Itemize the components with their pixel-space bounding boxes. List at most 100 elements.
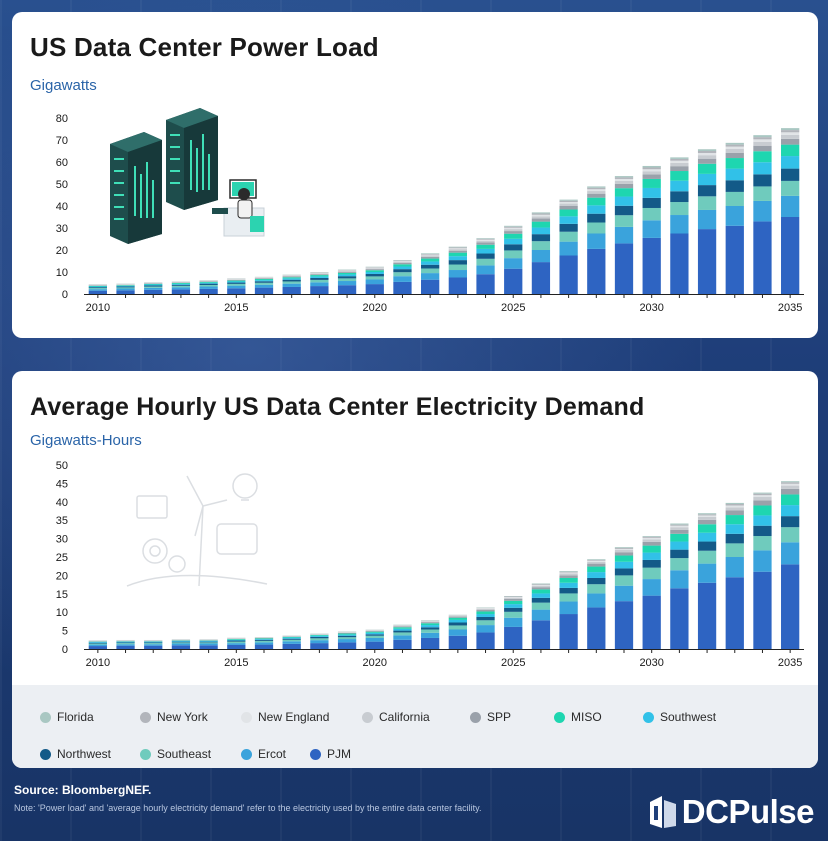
bar-segment-southwest-2010	[88, 286, 107, 288]
bar-segment-northwest-2014	[199, 641, 218, 643]
y-tick-label: 25	[56, 552, 68, 564]
bar-segment-new-york-2033	[725, 144, 744, 147]
bar-segment-northwest-2028	[587, 577, 606, 585]
bar-segment-new-york-2031	[670, 524, 689, 526]
bar-segment-spp-2019	[337, 271, 357, 273]
bar-segment-florida-2029	[614, 547, 634, 548]
bar-segment-southwest-2035	[781, 505, 800, 517]
bar-segment-northwest-2028	[587, 213, 606, 223]
bar-segment-new-york-2034	[753, 137, 772, 140]
bar-segment-california-2027	[559, 203, 578, 206]
bar-segment-southwest-2018	[310, 635, 329, 637]
bar-segment-spp-2019	[337, 632, 357, 634]
bar-segment-spp-2023	[448, 250, 467, 253]
power-load-card: US Data Center Power Load Gigawatts	[12, 12, 818, 338]
bar-segment-california-2031	[670, 527, 689, 530]
bar-segment-miso-2022	[421, 623, 440, 626]
bar-segment-southeast-2019	[337, 637, 357, 640]
bar-segment-florida-2035	[781, 128, 800, 131]
bar-segment-miso-2024	[476, 611, 495, 615]
bar-segment-miso-2016	[254, 638, 274, 640]
bar-segment-ercot-2018	[310, 282, 329, 287]
x-tick-label: 2030	[639, 302, 663, 314]
bar-segment-miso-2019	[337, 272, 357, 275]
bar-segment-new-york-2027	[559, 571, 578, 573]
bar-segment-southeast-2024	[476, 258, 495, 266]
bar-segment-miso-2029	[614, 555, 634, 562]
bar-segment-spp-2032	[697, 519, 717, 525]
bar-segment-northwest-2011	[116, 642, 135, 644]
bar-segment-new-york-2031	[670, 158, 689, 161]
bar-segment-pjm-2025	[504, 626, 523, 649]
bar-segment-miso-2018	[310, 635, 329, 636]
bar-segment-southeast-2031	[670, 558, 689, 571]
bar-segment-california-2029	[614, 180, 634, 184]
bar-segment-southeast-2027	[559, 593, 578, 602]
bar-segment-pjm-2028	[587, 607, 606, 649]
bar-segment-new-york-2030	[642, 167, 661, 170]
bar-segment-southeast-2010	[88, 643, 107, 645]
bar-segment-pjm-2011	[116, 290, 135, 294]
bar-segment-florida-2026	[531, 583, 551, 585]
bar-segment-california-2034	[753, 141, 772, 146]
bar-segment-northwest-2019	[337, 276, 357, 279]
bar-segment-spp-2021	[393, 626, 412, 628]
bar-segment-spp-2028	[587, 193, 606, 198]
bar-segment-miso-2028	[587, 566, 606, 573]
bar-segment-miso-2035	[781, 144, 800, 157]
bar-segment-miso-2024	[476, 244, 495, 249]
bar-segment-northwest-2023	[448, 622, 467, 626]
bar-segment-new-england-2021	[393, 261, 412, 262]
bar-segment-ercot-2016	[254, 284, 274, 288]
bar-segment-florida-2025	[504, 225, 523, 227]
bar-segment-southwest-2018	[310, 276, 329, 278]
bar-segment-new-england-2030	[642, 537, 661, 540]
x-tick-label: 2015	[224, 657, 248, 669]
bar-segment-southeast-2026	[531, 241, 551, 250]
bar-segment-california-2017	[282, 275, 301, 277]
legend-item-southeast: Southeast	[140, 747, 211, 761]
bar-segment-ercot-2027	[559, 601, 578, 615]
dcpulse-logo-icon	[649, 796, 676, 828]
bar-segment-southwest-2024	[476, 248, 495, 254]
bar-segment-southwest-2026	[531, 593, 551, 598]
bar-segment-southeast-2012	[144, 286, 163, 288]
bar-segment-florida-2028	[587, 559, 606, 560]
bar-segment-new-york-2035	[781, 130, 800, 133]
legend-label: MISO	[571, 710, 602, 724]
bar-segment-pjm-2033	[725, 225, 744, 294]
bar-segment-ercot-2020	[365, 637, 384, 642]
bar-segment-new-england-2020	[365, 267, 384, 269]
legend-item-northwest: Northwest	[40, 747, 111, 761]
brand-logo[interactable]: DCPulse	[648, 792, 815, 832]
bar-segment-southeast-2022	[421, 629, 440, 633]
bar-segment-southwest-2034	[753, 162, 772, 175]
bar-segment-california-2028	[587, 561, 606, 564]
x-tick-label: 2035	[778, 657, 802, 669]
bar-segment-pjm-2033	[725, 577, 744, 649]
bar-segment-miso-2023	[448, 617, 467, 620]
bar-segment-pjm-2024	[476, 274, 495, 294]
bar-segment-ercot-2033	[725, 206, 744, 226]
bar-segment-ercot-2011	[116, 288, 135, 291]
bar-segment-southeast-2035	[781, 180, 800, 196]
bar-segment-miso-2027	[559, 577, 578, 583]
bar-segment-northwest-2011	[116, 286, 135, 288]
bar-segment-california-2032	[697, 155, 717, 159]
bar-segment-miso-2034	[753, 505, 772, 516]
bar-segment-new-england-2030	[642, 169, 661, 172]
bar-segment-florida-2032	[697, 513, 717, 515]
bar-segment-california-2026	[531, 585, 551, 588]
bar-segment-northwest-2026	[531, 234, 551, 242]
bar-segment-spp-2020	[365, 630, 384, 632]
bar-segment-ercot-2031	[670, 215, 689, 234]
bar-segment-northwest-2034	[753, 525, 772, 537]
bar-segment-florida-2030	[642, 165, 661, 168]
y-tick-label: 0	[62, 289, 68, 301]
x-tick-label: 2010	[86, 302, 110, 314]
bar-segment-new-england-2026	[531, 214, 551, 217]
bar-segment-northwest-2030	[642, 559, 661, 568]
bar-segment-california-2019	[337, 270, 357, 272]
y-tick-label: 10	[56, 267, 68, 279]
chart1-bars	[88, 128, 800, 294]
